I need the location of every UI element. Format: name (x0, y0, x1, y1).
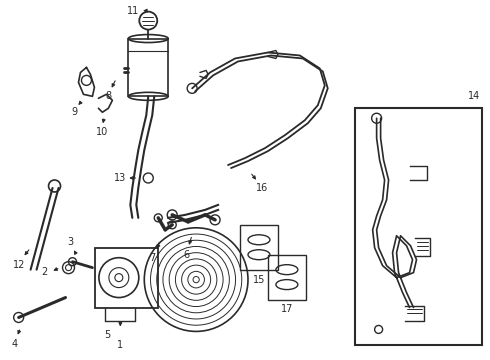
Bar (268, 255, 306, 300)
Text: 5: 5 (104, 330, 111, 341)
Text: 9: 9 (72, 107, 77, 117)
Text: 4: 4 (12, 339, 18, 349)
Text: 3: 3 (68, 237, 74, 247)
Text: 6: 6 (183, 250, 189, 260)
Bar (128, 39, 168, 96)
Bar (355, 108, 482, 345)
Text: 8: 8 (105, 91, 111, 101)
Text: 1: 1 (117, 340, 123, 350)
Text: 15: 15 (253, 275, 265, 285)
Bar (240, 225, 278, 270)
Text: 11: 11 (127, 6, 140, 15)
Text: 7: 7 (149, 253, 155, 263)
Text: 13: 13 (114, 173, 126, 183)
Text: 14: 14 (468, 91, 481, 101)
Text: 16: 16 (256, 183, 268, 193)
Text: 17: 17 (281, 305, 293, 315)
Text: 12: 12 (12, 260, 25, 270)
Text: 10: 10 (96, 127, 108, 137)
Text: 2: 2 (42, 267, 48, 276)
Bar (96, 248, 158, 307)
